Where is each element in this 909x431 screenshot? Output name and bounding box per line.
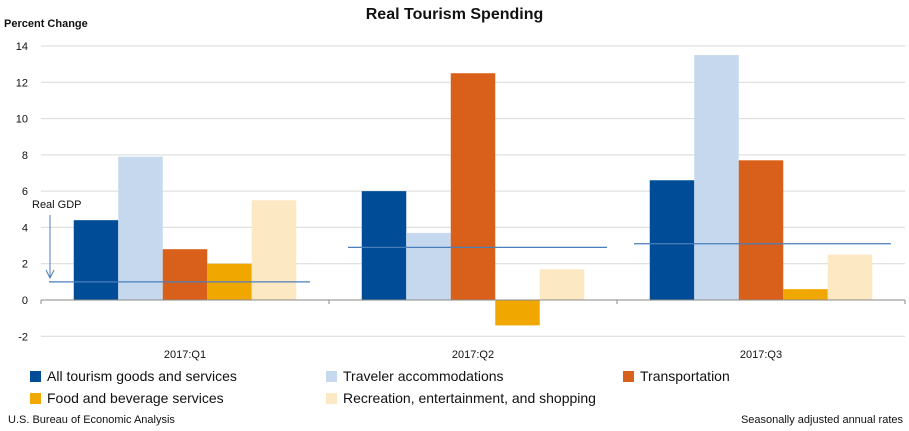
legend-item-accommodations: Traveler accommodations <box>326 368 504 384</box>
y-tick-label: 8 <box>22 150 28 162</box>
seasonal-note: Seasonally adjusted annual rates <box>740 414 903 426</box>
legend-label: Recreation, entertainment, and shopping <box>343 390 596 406</box>
bar <box>539 269 585 300</box>
source-note: U.S. Bureau of Economic Analysis <box>8 414 175 426</box>
legend-swatch <box>30 392 41 404</box>
bar <box>827 254 873 300</box>
legend-swatch <box>326 392 337 404</box>
bar <box>738 160 784 300</box>
legend-label: Food and beverage services <box>47 390 224 406</box>
bar <box>495 300 540 326</box>
bar <box>361 191 407 300</box>
y-tick-label: 14 <box>16 41 28 53</box>
legend-item-recreation: Recreation, entertainment, and shopping <box>326 390 596 406</box>
bar <box>73 220 119 300</box>
bar <box>649 180 695 300</box>
legend-label: Traveler accommodations <box>343 368 504 384</box>
arrow-head-icon <box>45 269 55 280</box>
bar <box>406 232 451 300</box>
legend-swatch <box>30 370 41 382</box>
chart-title: Real Tourism Spending <box>365 6 544 23</box>
x-tick-label: 2017:Q2 <box>452 349 494 361</box>
legend-item-transportation: Transportation <box>623 368 730 384</box>
x-tick-label: 2017:Q1 <box>164 349 206 361</box>
legend-swatch <box>326 370 337 382</box>
bar <box>162 249 208 300</box>
real-gdp-label: Real GDP <box>32 199 82 211</box>
y-tick-label: 0 <box>22 295 28 307</box>
bar <box>783 289 828 300</box>
legend-item-food: Food and beverage services <box>30 390 224 406</box>
bar <box>450 73 496 300</box>
legend-item-all-tourism: All tourism goods and services <box>30 368 237 384</box>
legend-swatch <box>623 370 634 382</box>
y-tick-label: 2 <box>22 259 28 271</box>
y-tick-label: 12 <box>16 77 28 89</box>
bar <box>694 55 739 301</box>
legend-label: Transportation <box>640 368 730 384</box>
y-axis-label: Percent Change <box>4 18 88 30</box>
bar <box>251 200 297 300</box>
y-tick-label: 4 <box>22 222 28 234</box>
y-tick-label: -2 <box>18 331 28 343</box>
bar <box>118 156 163 300</box>
y-tick-label: 6 <box>22 186 28 198</box>
y-tick-label: 10 <box>16 114 28 126</box>
legend-label: All tourism goods and services <box>47 368 237 384</box>
x-tick-label: 2017:Q3 <box>740 349 782 361</box>
